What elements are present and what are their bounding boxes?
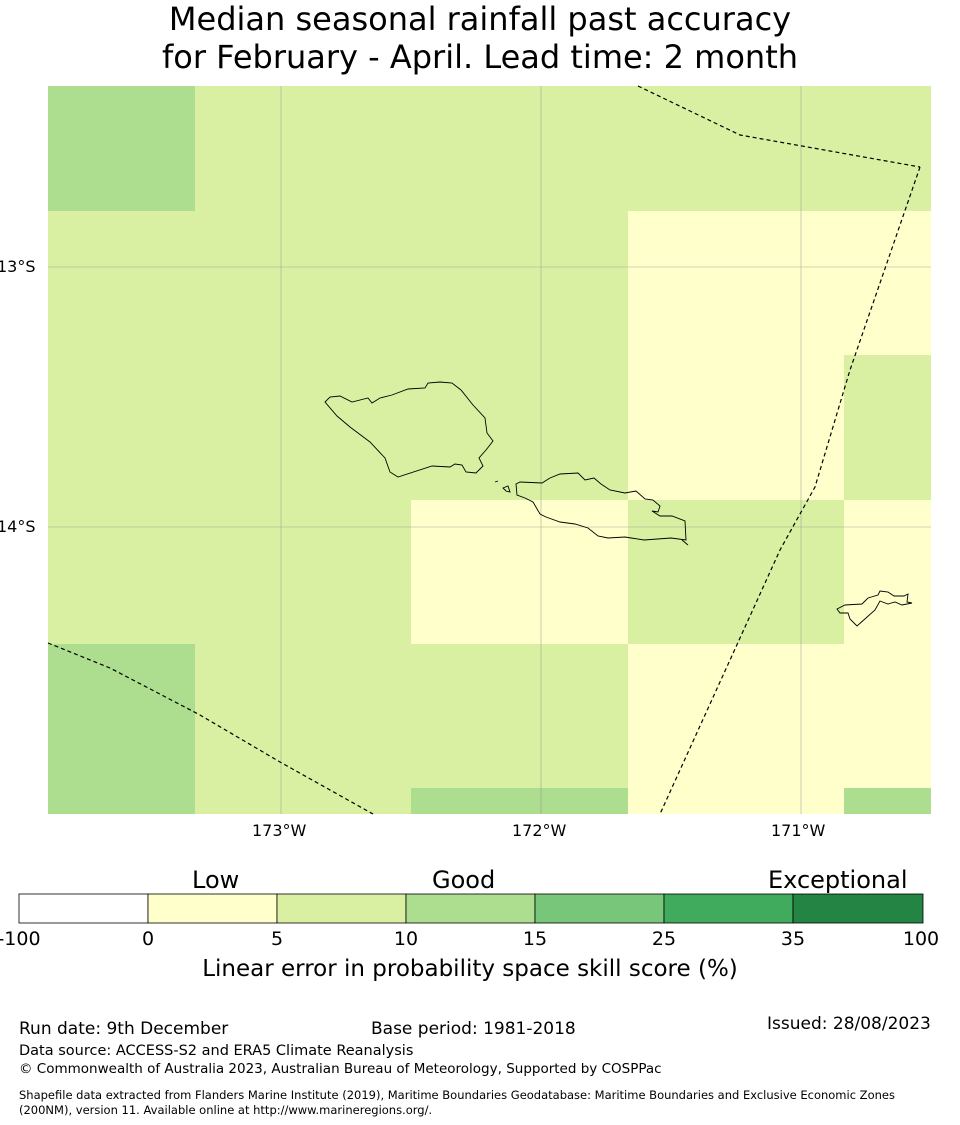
grid-cell [628,644,931,788]
colorbar-tick: 35 [780,928,806,950]
base-period: Base period: 1981-2018 [371,1019,576,1039]
boundary-north [637,85,921,168]
lon-label-172w: 172°W [512,821,567,840]
upolu-island [515,472,687,541]
colorbar-tick: 15 [522,928,548,950]
colorbar-label: Linear error in probability space skill … [202,956,738,982]
grid-cell [48,86,195,211]
copyright: © Commonwealth of Australia 2023, Austra… [19,1061,662,1077]
grid-cell [411,788,628,814]
colorbar-tick: 25 [651,928,677,950]
colorbar-tick: 10 [393,928,419,950]
grid-cell [628,211,931,355]
tutuila-island [836,590,913,627]
lon-label-171w: 171°W [771,821,826,840]
boundary-east [659,166,921,815]
lon-label-173w: 173°W [252,821,307,840]
grid-cell [628,355,844,500]
samoa-coastlines [324,381,913,627]
shapefile-credit-line-2: (200NM), version 11. Available online at… [19,1103,433,1117]
colorbar-tick: 100 [902,928,940,950]
grid-cell [628,788,844,814]
category-exceptional: Exceptional [768,866,908,894]
grid-cell [844,500,931,644]
apolima-islet [502,485,511,493]
skill-grid [48,86,931,814]
maritime-boundaries [47,85,921,815]
lat-label-14s: 14°S [0,517,36,536]
colorbar-tick: 5 [270,928,284,950]
grid-cell [48,644,195,814]
colorbar-segment [534,893,665,924]
colorbar-segment [405,893,536,924]
chart-title: Median seasonal rainfall past accuracy f… [0,0,960,76]
category-good: Good [432,866,496,894]
gridlines [48,86,931,814]
colorbar-segment [792,893,924,924]
grid-cell [844,788,931,814]
lat-label-13s: 13°S [0,257,36,276]
issued-date: Issued: 28/08/2023 [767,1014,931,1034]
title-line-2: for February - April. Lead time: 2 month [161,38,799,76]
shapefile-credit-line-1: Shapefile data extracted from Flanders M… [19,1088,895,1102]
data-source: Data source: ACCESS-S2 and ERA5 Climate … [19,1043,414,1059]
colorbar-tick: 0 [141,928,155,950]
colorbar-segment [18,893,149,924]
manono-islet [494,480,499,483]
colorbar-tick: -100 [0,928,41,950]
colorbar-segment [147,893,278,924]
grid-cell [411,500,628,644]
run-date: Run date: 9th December [19,1019,229,1039]
colorbar-segment [663,893,794,924]
upolu-east-tip [681,539,689,546]
savaii-island [324,381,494,478]
colorbar-segment [276,893,407,924]
category-low: Low [192,866,240,894]
title-line-1: Median seasonal rainfall past accuracy [168,0,792,38]
colorbar [18,893,924,924]
boundary-southwest [47,642,374,815]
